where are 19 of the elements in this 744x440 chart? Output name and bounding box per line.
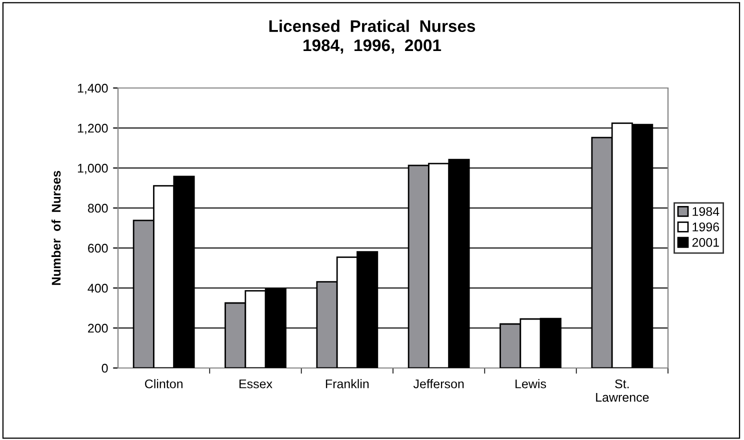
y-tick-label: 600 <box>88 244 108 253</box>
legend-label: 2001 <box>692 238 719 247</box>
x-tick-label: Jefferson <box>413 379 464 388</box>
y-tick-label: 200 <box>88 324 108 333</box>
y-tick-label: 800 <box>88 204 108 213</box>
y-tick-label: 400 <box>88 284 108 293</box>
y-tick-label: 1,400 <box>78 84 108 94</box>
y-tick-label: 1,000 <box>78 164 108 174</box>
legend-label: 1996 <box>692 222 720 232</box>
legend-label: 1984 <box>692 207 720 216</box>
chart-title: Licensed Pratical Nurses 1984, 1996, 2001 <box>269 20 476 54</box>
y-tick-label: 0 <box>102 364 108 373</box>
y-axis-title: Number of Nurses <box>51 170 61 285</box>
x-tick-label: Franklin <box>326 379 369 388</box>
x-tick-label: Clinton <box>145 379 182 388</box>
x-tick-label: Lewis <box>516 379 546 388</box>
x-tick-label: Essex <box>240 380 272 388</box>
x-tick-label: St. Lawrence <box>596 379 649 402</box>
y-tick-label: 1,200 <box>78 124 108 134</box>
